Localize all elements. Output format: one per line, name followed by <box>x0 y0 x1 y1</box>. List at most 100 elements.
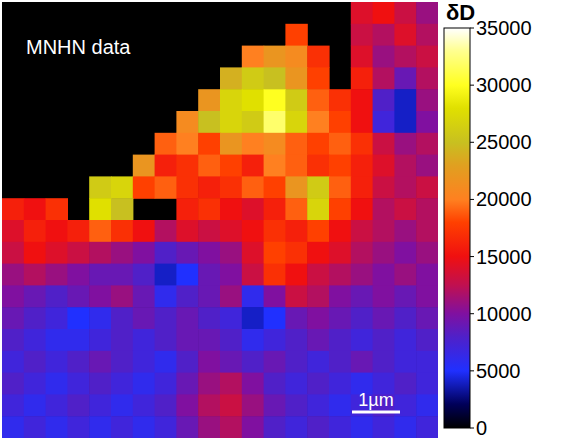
cell <box>351 285 373 307</box>
cell <box>220 285 242 307</box>
cell <box>329 351 351 373</box>
cell <box>416 373 438 395</box>
cell <box>329 155 351 177</box>
cell <box>264 176 286 198</box>
cell <box>242 242 264 264</box>
cell <box>220 416 242 438</box>
cell <box>394 220 416 242</box>
cell <box>198 329 220 351</box>
cell <box>67 220 89 242</box>
cell <box>220 307 242 329</box>
cell <box>133 242 155 264</box>
cell <box>416 155 438 177</box>
cell <box>133 373 155 395</box>
cell <box>416 89 438 111</box>
page-background <box>0 0 573 443</box>
cell <box>242 89 264 111</box>
cell <box>285 351 307 373</box>
cell <box>46 351 68 373</box>
cell <box>264 89 286 111</box>
cell <box>155 242 177 264</box>
colorbar-tick <box>470 142 474 143</box>
cell <box>373 416 395 438</box>
cell <box>111 307 133 329</box>
cell <box>242 111 264 133</box>
cell <box>2 416 24 438</box>
cell <box>89 176 111 198</box>
cell <box>89 351 111 373</box>
cell <box>329 264 351 286</box>
cell <box>111 329 133 351</box>
cell <box>220 89 242 111</box>
cell <box>416 394 438 416</box>
scale-bar <box>352 411 400 414</box>
cell <box>373 24 395 46</box>
cell <box>307 307 329 329</box>
cell <box>67 264 89 286</box>
cell <box>351 242 373 264</box>
cell <box>373 176 395 198</box>
cell <box>89 264 111 286</box>
cell <box>176 329 198 351</box>
cell <box>373 351 395 373</box>
cell <box>264 307 286 329</box>
cell <box>416 220 438 242</box>
cell <box>373 46 395 68</box>
cell <box>111 285 133 307</box>
cell <box>394 89 416 111</box>
cell <box>89 307 111 329</box>
cell <box>394 176 416 198</box>
cell <box>329 373 351 395</box>
cell <box>264 416 286 438</box>
cell <box>198 264 220 286</box>
cell <box>24 416 46 438</box>
cell <box>198 220 220 242</box>
cell <box>111 198 133 220</box>
cell <box>394 133 416 155</box>
colorbar-tick <box>470 256 474 257</box>
cell <box>285 133 307 155</box>
heatmap-cells <box>2 2 438 438</box>
cell <box>2 394 24 416</box>
cell <box>416 2 438 24</box>
cell <box>373 133 395 155</box>
cell <box>351 89 373 111</box>
cell <box>307 351 329 373</box>
cell <box>307 155 329 177</box>
cell <box>242 373 264 395</box>
cell <box>242 285 264 307</box>
cell <box>242 133 264 155</box>
cell <box>198 89 220 111</box>
map-background <box>2 2 438 438</box>
cell <box>220 394 242 416</box>
cell <box>285 307 307 329</box>
cell <box>46 220 68 242</box>
cell <box>416 351 438 373</box>
cell <box>176 198 198 220</box>
cell <box>285 220 307 242</box>
cell <box>133 416 155 438</box>
cell <box>220 351 242 373</box>
cell <box>220 242 242 264</box>
cell <box>285 373 307 395</box>
cell <box>46 264 68 286</box>
cell <box>394 46 416 68</box>
cell <box>2 307 24 329</box>
cell <box>2 373 24 395</box>
cell <box>329 89 351 111</box>
cell <box>155 416 177 438</box>
cell <box>264 220 286 242</box>
cell <box>155 133 177 155</box>
cell <box>133 307 155 329</box>
cell <box>373 329 395 351</box>
cell <box>24 373 46 395</box>
cell <box>133 285 155 307</box>
cell <box>351 351 373 373</box>
cell <box>307 133 329 155</box>
cell <box>285 329 307 351</box>
cell <box>220 329 242 351</box>
cell <box>67 394 89 416</box>
cell <box>394 285 416 307</box>
colorbar <box>444 28 470 428</box>
cell <box>351 220 373 242</box>
